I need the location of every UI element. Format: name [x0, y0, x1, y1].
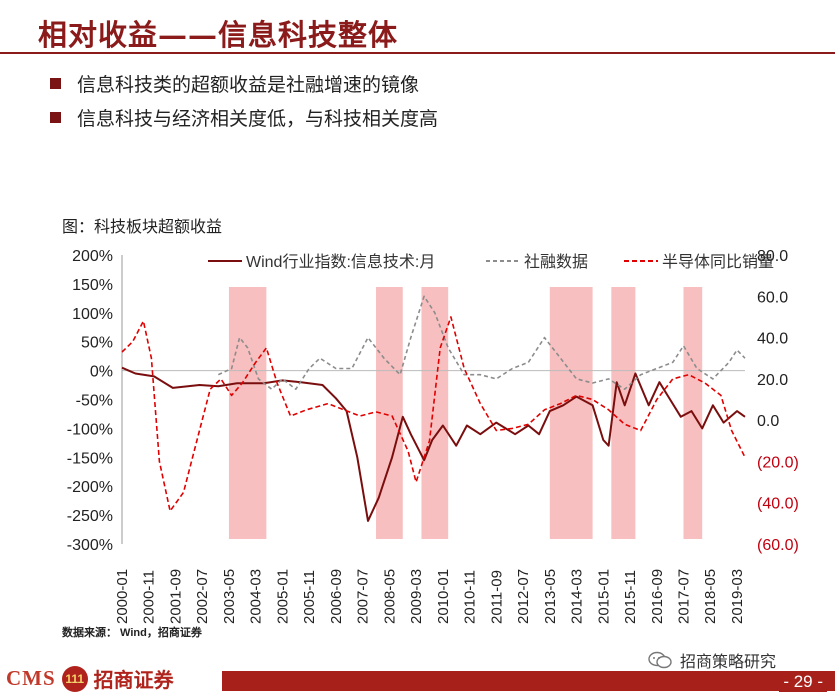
x-tick-label: 2009-03	[408, 569, 425, 624]
x-tick-label: 2002-07	[194, 569, 211, 624]
x-tick-label: 2001-09	[167, 569, 184, 624]
bullet-list: 信息科技类的超额收益是社融增速的镜像 信息科技与经济相关度低，与科技相关度高	[50, 66, 438, 134]
wechat-icon	[648, 651, 672, 669]
legend-label: 半导体同比销量	[662, 253, 774, 271]
y-right-tick-label: (40.0)	[757, 496, 799, 513]
x-tick-label: 2018-05	[702, 569, 719, 624]
y-right-tick-label: (60.0)	[757, 537, 799, 554]
logo-name: 招商证券	[93, 668, 174, 692]
series-line-3	[121, 316, 746, 512]
x-tick-label: 2007-07	[355, 569, 372, 624]
x-tick-label: 2013-05	[542, 569, 559, 624]
page-title: 相对收益——信息科技整体	[38, 18, 399, 52]
shaded-period	[421, 287, 449, 539]
x-tick-label: 2017-07	[676, 569, 693, 624]
x-tick-label: 2010-11	[462, 570, 479, 624]
legend-label: Wind行业指数:信息技术:月	[246, 253, 435, 271]
wechat-badge: 招商策略研究	[648, 648, 776, 672]
y-right-tick-label: 20.0	[757, 372, 788, 389]
shaded-period	[228, 287, 267, 539]
x-tick-label: 2015-11	[622, 570, 639, 624]
x-tick-label: 2016-09	[649, 569, 666, 624]
x-tick-label: 2005-01	[274, 569, 291, 624]
y-left-tick-label: -100%	[67, 421, 113, 438]
company-logo: CMS 111 招商证券	[6, 664, 174, 693]
series-line-2	[217, 295, 746, 390]
page-number: - 29 -	[779, 672, 827, 692]
bullet-item: 信息科技类的超额收益是社融增速的镜像	[50, 66, 438, 100]
y-left-tick-label: 0%	[90, 364, 113, 381]
x-tick-label: 2019-03	[729, 569, 746, 624]
y-right-tick-label: 0.0	[757, 413, 779, 430]
y-left-tick-label: 50%	[81, 335, 113, 352]
x-tick-label: 2012-07	[515, 569, 532, 624]
x-tick-label: 2005-11	[301, 570, 318, 624]
x-tick-label: 2006-09	[328, 569, 345, 624]
bullet-text: 信息科技类的超额收益是社融增速的镜像	[77, 74, 420, 96]
logo-mark-icon: 111	[61, 665, 88, 692]
y-right-tick-label: 40.0	[757, 331, 788, 348]
x-tick-label: 2003-05	[221, 569, 238, 624]
title-divider	[0, 52, 835, 54]
y-left-tick-label: 100%	[72, 306, 113, 323]
y-right-tick-label: 60.0	[757, 289, 788, 306]
x-tick-label: 2004-03	[248, 569, 265, 624]
x-tick-label: 2000-01	[114, 569, 131, 624]
footer-bar	[222, 671, 835, 691]
y-left-tick-label: 200%	[72, 248, 113, 265]
bullet-text: 信息科技与经济相关度低，与科技相关度高	[77, 108, 439, 130]
bullet-square-icon	[50, 111, 61, 123]
data-source: 数据来源： Wind，招商证券	[62, 627, 202, 639]
y-left-tick-label: -150%	[67, 450, 113, 467]
shaded-period	[611, 287, 636, 539]
wechat-name: 招商策略研究	[680, 654, 777, 671]
y-left-tick-label: -250%	[67, 508, 113, 525]
bullet-square-icon	[50, 77, 61, 89]
x-tick-label: 2015-01	[595, 569, 612, 624]
y-left-tick-label: -300%	[67, 537, 113, 554]
x-tick-label: 2014-03	[569, 569, 586, 624]
x-tick-label: 2000-11	[141, 570, 158, 624]
shaded-period	[549, 287, 593, 539]
x-tick-label: 2011-09	[488, 570, 505, 624]
y-left-tick-label: -50%	[76, 393, 113, 410]
x-tick-label: 2008-05	[381, 569, 398, 624]
bullet-item: 信息科技与经济相关度低，与科技相关度高	[50, 100, 438, 134]
legend-label: 社融数据	[524, 253, 588, 271]
y-right-tick-label: (20.0)	[757, 454, 799, 471]
y-left-tick-label: -200%	[67, 479, 113, 496]
logo-text: CMS	[6, 666, 56, 690]
x-tick-label: 2010-01	[435, 569, 452, 624]
figure-title: 图：科技板块超额收益	[62, 219, 223, 236]
y-right-tick-label: 80.0	[757, 248, 788, 265]
y-left-tick-label: 150%	[72, 277, 113, 294]
